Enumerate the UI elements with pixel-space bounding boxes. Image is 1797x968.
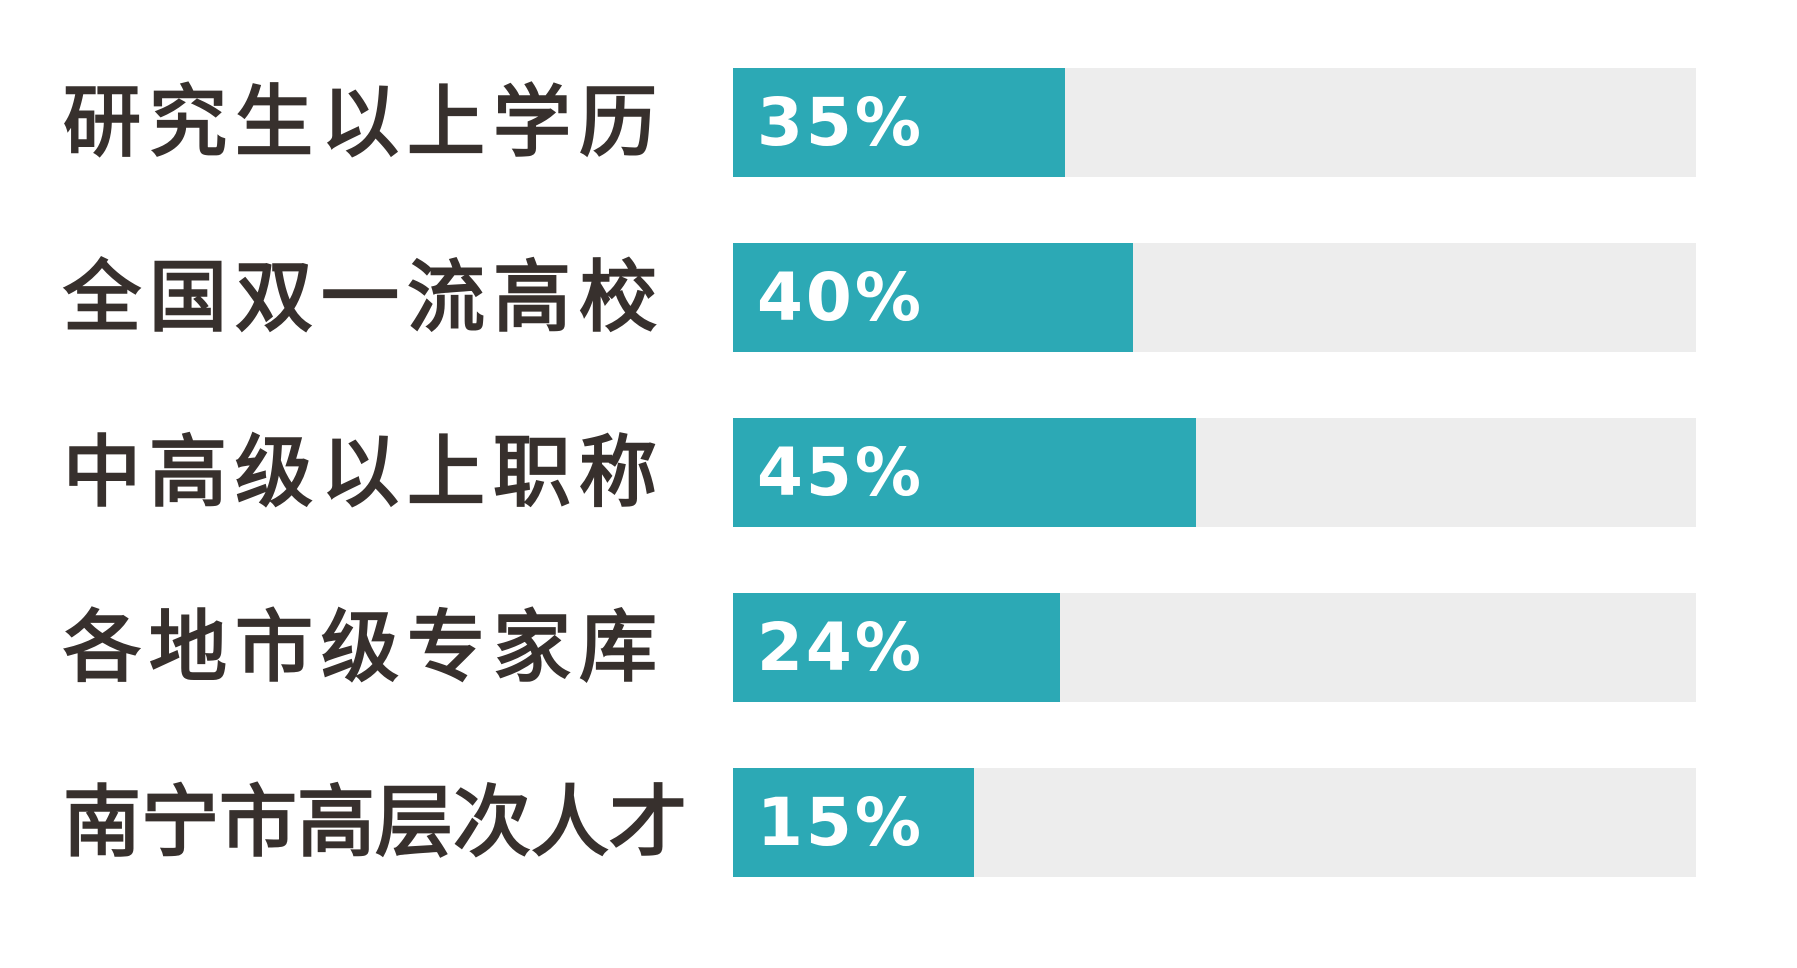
bar-row: 南宁市高层次人才 15% (0, 768, 1797, 877)
category-label: 各地市级专家库 (63, 602, 666, 693)
bar-row: 研究生以上学历 35% (0, 68, 1797, 177)
category-label-cell: 全国双一流高校 (0, 243, 733, 352)
bar-track: 40% (733, 243, 1696, 352)
bar-value-label: 35% (757, 83, 924, 161)
bar-row: 全国双一流高校 40% (0, 243, 1797, 352)
bar-track: 35% (733, 68, 1696, 177)
category-label-cell: 中高级以上职称 (0, 418, 733, 527)
bar-fill: 24% (733, 593, 1061, 702)
category-label: 全国双一流高校 (63, 252, 666, 343)
bar-row: 各地市级专家库 24% (0, 593, 1797, 702)
bar-value-label: 45% (757, 433, 924, 511)
category-label: 南宁市高层次人才 (63, 777, 688, 868)
category-label: 中高级以上职称 (63, 427, 666, 518)
bar-fill: 15% (733, 768, 974, 877)
bar-value-label: 40% (757, 258, 924, 336)
bar-fill: 45% (733, 418, 1197, 527)
bar-track: 24% (733, 593, 1696, 702)
category-label-cell: 各地市级专家库 (0, 593, 733, 702)
category-label-cell: 南宁市高层次人才 (0, 768, 733, 877)
bar-row: 中高级以上职称 45% (0, 418, 1797, 527)
bar-track: 45% (733, 418, 1696, 527)
bar-value-label: 24% (757, 608, 924, 686)
category-label: 研究生以上学历 (63, 77, 666, 168)
bar-value-label: 15% (757, 783, 924, 861)
bar-track: 15% (733, 768, 1696, 877)
category-label-cell: 研究生以上学历 (0, 68, 733, 177)
bar-fill: 35% (733, 68, 1066, 177)
bar-fill: 40% (733, 243, 1133, 352)
